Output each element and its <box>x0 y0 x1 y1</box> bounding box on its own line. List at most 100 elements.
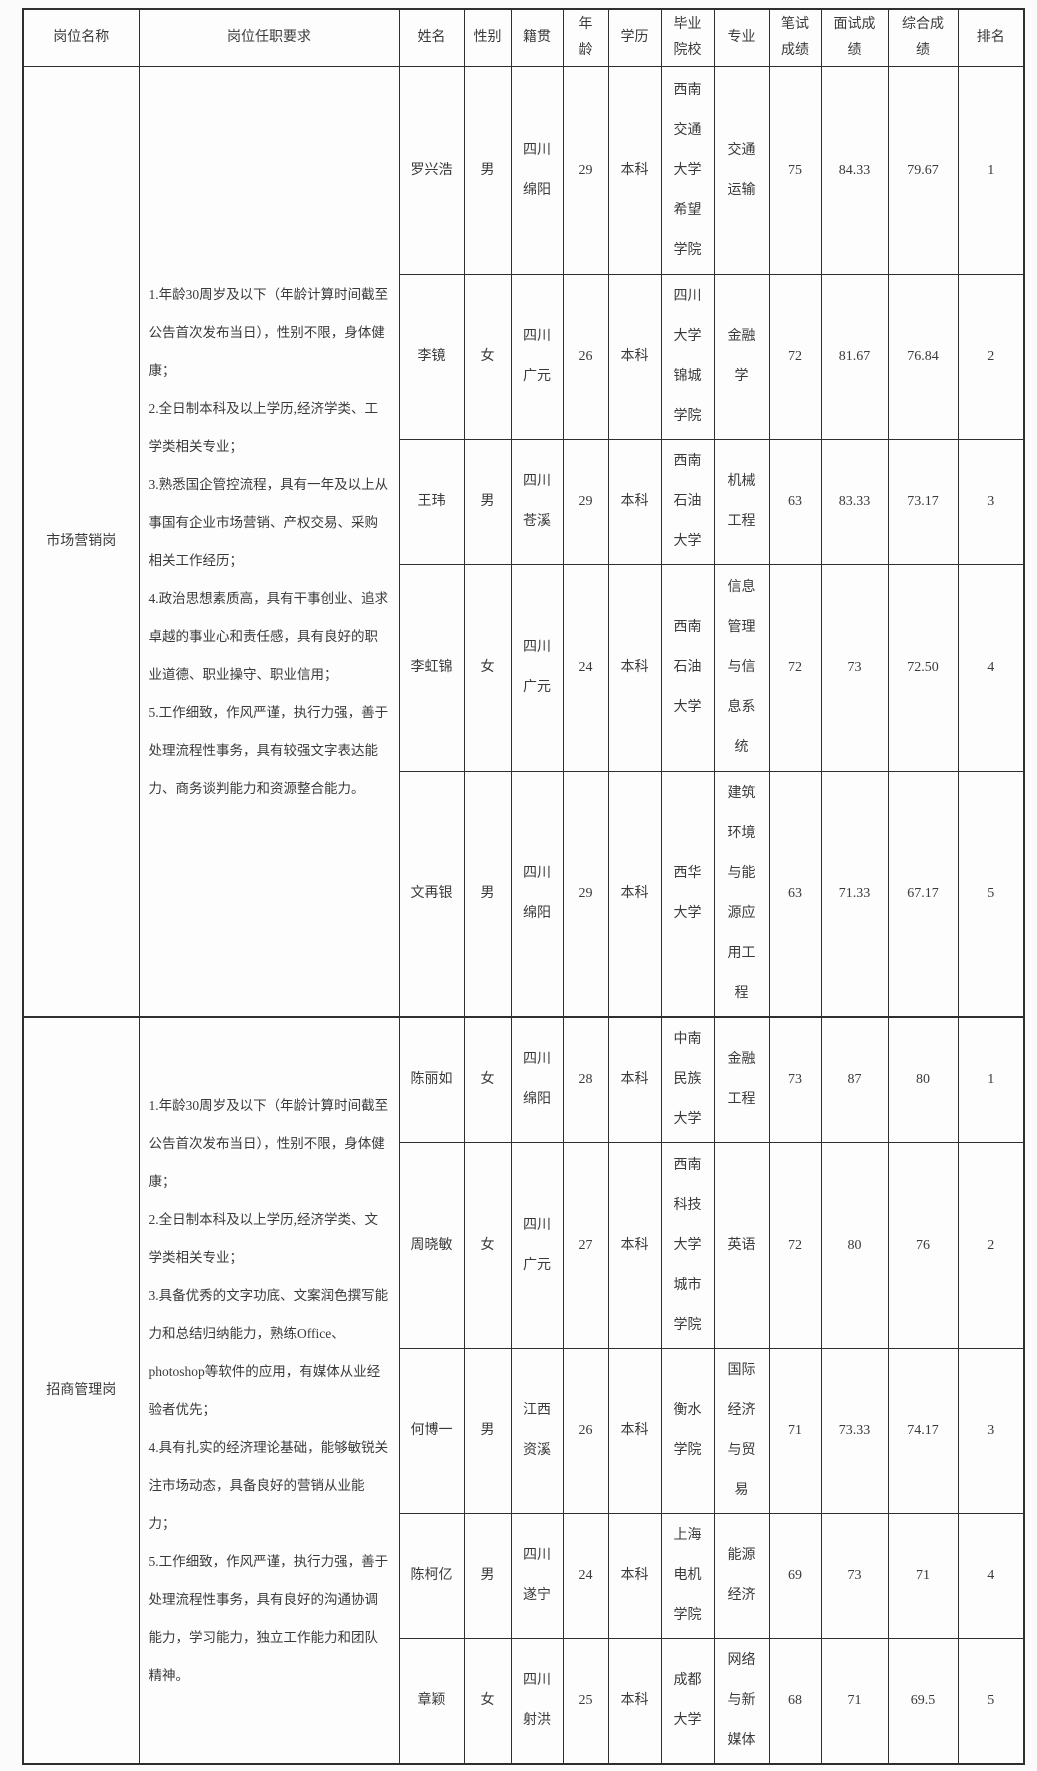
major-cell: 机械工程 <box>713 439 770 565</box>
header-rank: 排名 <box>957 8 1025 67</box>
gender-cell: 男 <box>463 1513 512 1639</box>
interview-cell: 81.67 <box>820 274 889 440</box>
degree-cell: 本科 <box>607 1638 662 1765</box>
interview-cell: 71.33 <box>820 771 889 1018</box>
candidate-row: 何博一男江西资溪 26 本科 衡水学院 国际经济与贸易 71 73.33 74.17 3 <box>23 1348 1025 1514</box>
school-cell: 西华大学 <box>660 771 715 1018</box>
candidate-row: 李镜女四川广元 26 本科 四川大学锦城学院 金融学 72 81.67 76.84 2 <box>23 274 1025 440</box>
rank-cell: 1 <box>957 66 1025 275</box>
major-cell: 金融学 <box>713 274 770 440</box>
written-cell: 63 <box>768 439 822 565</box>
written-cell: 75 <box>768 66 822 275</box>
written-cell: 72 <box>768 274 822 440</box>
interview-cell: 73 <box>820 1513 889 1639</box>
hometown-cell: 四川射洪 <box>510 1638 564 1765</box>
candidate-row: 周晓敏女四川广元 27 本科 西南科技大学城市学院 英语 72 80 76 2 <box>23 1142 1025 1349</box>
header-age: 年龄 <box>562 8 609 67</box>
major-cell: 国际经济与贸易 <box>713 1348 770 1514</box>
gender-cell: 女 <box>463 564 512 772</box>
candidate-row: 王玮男四川苍溪 29 本科 西南石油大学 机械工程 63 83.33 73.17 3 <box>23 439 1025 565</box>
name-cell: 罗兴浩 <box>398 66 465 275</box>
header-overall-score: 综合成绩 <box>887 8 959 67</box>
recruitment-results-table: 岗位名称 岗位任职要求 姓名 性别 籍贯 年龄 学历 毕业院校 专业 笔试成绩 … <box>22 8 1025 1765</box>
interview-cell: 83.33 <box>820 439 889 565</box>
rank-cell: 2 <box>957 1142 1025 1349</box>
hometown-cell: 四川绵阳 <box>510 1016 564 1143</box>
name-cell: 周晓敏 <box>398 1142 465 1349</box>
name-cell: 李虹锦 <box>398 564 465 772</box>
rank-cell: 5 <box>957 771 1025 1018</box>
hometown-cell: 四川绵阳 <box>510 771 564 1018</box>
gender-cell: 男 <box>463 771 512 1018</box>
position-name-cell: 招商管理岗 <box>22 1016 140 1765</box>
age-cell: 29 <box>562 771 609 1018</box>
interview-cell: 84.33 <box>820 66 889 275</box>
written-cell: 68 <box>768 1638 822 1765</box>
interview-cell: 80 <box>820 1142 889 1349</box>
candidate-row: 李虹锦女四川广元 24 本科 西南石油大学 信息管理与信息系统 72 73 72.50 4 <box>23 564 1025 772</box>
written-cell: 63 <box>768 771 822 1018</box>
rank-cell: 3 <box>957 1348 1025 1514</box>
school-cell: 西南科技大学城市学院 <box>660 1142 715 1349</box>
position-requirements-cell: 1.年龄30周岁及以下（年龄计算时间截至公告首次发布当日），性别不限，身体健康；… <box>138 66 400 1018</box>
name-cell: 李镜 <box>398 274 465 440</box>
age-cell: 26 <box>562 1348 609 1514</box>
overall-cell: 80 <box>887 1016 959 1143</box>
candidate-row: 招商管理岗 1.年龄30周岁及以下（年龄计算时间截至公告首次发布当日），性别不限，… <box>22 1016 1025 1765</box>
header-gender: 性别 <box>463 8 512 67</box>
written-cell: 72 <box>768 1142 822 1349</box>
major-cell: 网络与新媒体 <box>713 1638 770 1765</box>
degree-cell: 本科 <box>607 439 662 565</box>
degree-cell: 本科 <box>607 771 662 1018</box>
header-interview-score: 面试成绩 <box>820 8 889 67</box>
rank-cell: 5 <box>957 1638 1025 1765</box>
age-cell: 27 <box>562 1142 609 1349</box>
name-cell: 章颖 <box>398 1638 465 1765</box>
overall-cell: 72.50 <box>887 564 959 772</box>
rank-cell: 2 <box>957 274 1025 440</box>
school-cell: 上海电机学院 <box>660 1513 715 1639</box>
name-cell: 陈丽如 <box>398 1016 465 1143</box>
written-cell: 73 <box>768 1016 822 1143</box>
gender-cell: 女 <box>463 274 512 440</box>
age-cell: 24 <box>562 1513 609 1639</box>
hometown-cell: 四川广元 <box>510 1142 564 1349</box>
rank-cell: 1 <box>957 1016 1025 1143</box>
header-major: 专业 <box>713 8 770 67</box>
overall-cell: 76.84 <box>887 274 959 440</box>
degree-cell: 本科 <box>607 564 662 772</box>
overall-cell: 67.17 <box>887 771 959 1018</box>
overall-cell: 71 <box>887 1513 959 1639</box>
gender-cell: 男 <box>463 1348 512 1514</box>
major-cell: 能源经济 <box>713 1513 770 1639</box>
gender-cell: 男 <box>463 66 512 275</box>
header-hometown: 籍贯 <box>510 8 564 67</box>
hometown-cell: 四川遂宁 <box>510 1513 564 1639</box>
major-cell: 金融工程 <box>713 1016 770 1143</box>
interview-cell: 87 <box>820 1016 889 1143</box>
overall-cell: 79.67 <box>887 66 959 275</box>
school-cell: 四川大学锦城学院 <box>660 274 715 440</box>
age-cell: 29 <box>562 439 609 565</box>
overall-cell: 69.5 <box>887 1638 959 1765</box>
header-requirements: 岗位任职要求 <box>138 8 400 67</box>
table-header-row: 岗位名称 岗位任职要求 姓名 性别 籍贯 年龄 学历 毕业院校 专业 笔试成绩 … <box>22 8 1025 67</box>
degree-cell: 本科 <box>607 1142 662 1349</box>
age-cell: 26 <box>562 274 609 440</box>
hometown-cell: 四川广元 <box>510 274 564 440</box>
written-cell: 72 <box>768 564 822 772</box>
position-requirements-cell: 1.年龄30周岁及以下（年龄计算时间截至公告首次发布当日），性别不限，身体健康；… <box>138 1016 400 1765</box>
degree-cell: 本科 <box>607 274 662 440</box>
position-name-cell: 市场营销岗 <box>22 66 140 1018</box>
candidate-row: 陈柯亿男四川遂宁 24 本科 上海电机学院 能源经济 69 73 71 4 <box>23 1513 1025 1639</box>
interview-cell: 73 <box>820 564 889 772</box>
overall-cell: 74.17 <box>887 1348 959 1514</box>
age-cell: 29 <box>562 66 609 275</box>
candidate-row: 市场营销岗 1.年龄30周岁及以下（年龄计算时间截至公告首次发布当日），性别不限，… <box>22 66 1025 1018</box>
header-degree: 学历 <box>607 8 662 67</box>
written-cell: 69 <box>768 1513 822 1639</box>
header-school: 毕业院校 <box>660 8 715 67</box>
gender-cell: 女 <box>463 1142 512 1349</box>
hometown-cell: 江西资溪 <box>510 1348 564 1514</box>
interview-cell: 71 <box>820 1638 889 1765</box>
